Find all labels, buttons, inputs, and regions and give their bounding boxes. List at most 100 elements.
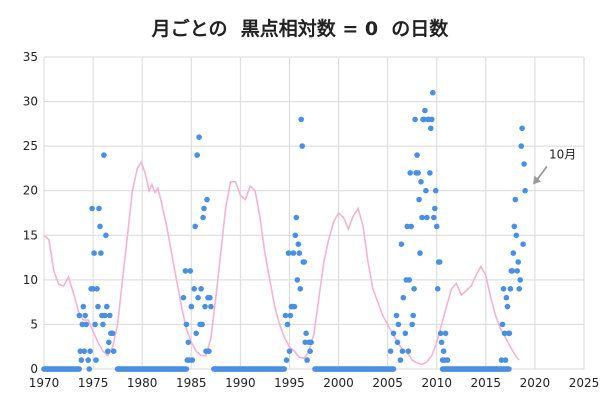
data-point [303,330,309,337]
data-point [79,321,86,328]
data-point [512,196,519,203]
data-point [80,303,87,310]
data-point [399,348,406,355]
data-point [502,357,509,363]
data-point [514,268,520,274]
data-point [520,241,526,247]
data-point [77,348,84,355]
data-point [417,250,423,256]
chart-title: 月ごとの 黒点相対数 = 0 の日数 [151,18,449,40]
data-point [433,223,440,230]
data-point [400,294,407,301]
data-point [302,339,309,346]
y-tick-label: 30 [23,95,38,109]
data-point [199,321,205,328]
data-point [438,339,445,346]
data-point [421,116,427,123]
data-point [432,205,438,212]
data-point [415,170,421,176]
data-point [206,348,212,355]
data-point [390,366,397,372]
data-point [105,348,111,355]
data-point [201,205,207,212]
data-point [194,152,200,158]
data-point [521,161,527,167]
x-tick-label: 2020 [520,376,551,390]
data-point [98,250,104,256]
data-point [104,303,110,310]
data-point [95,303,101,310]
y-tick-label: 10 [23,273,38,287]
data-point [207,294,213,301]
data-point [437,330,444,337]
data-point [405,348,412,355]
data-point [503,294,510,301]
y-tick-label: 5 [30,317,38,331]
data-point [81,348,88,355]
data-point [100,321,106,328]
data-point [94,286,100,292]
data-point [515,259,521,265]
data-point [406,277,413,283]
data-point [106,339,112,346]
data-point [408,223,415,230]
data-point [422,107,428,114]
data-point [393,312,400,319]
data-point [187,268,194,274]
data-point [434,286,441,292]
data-point [89,205,95,212]
x-tick-label: 1995 [274,376,305,390]
data-point [511,223,518,230]
data-point [185,339,192,346]
data-point [301,259,308,265]
data-point [500,286,507,292]
data-point [183,321,190,328]
data-point [282,312,289,319]
data-point [110,348,117,355]
data-point [510,250,517,256]
data-point [506,366,512,372]
data-point [522,187,528,194]
data-point [416,196,422,203]
data-point [501,330,508,337]
data-point [291,303,298,310]
data-point [82,312,88,319]
data-point [284,321,291,328]
data-point [431,214,437,221]
data-point [182,268,189,274]
data-point [102,312,108,319]
data-point [296,250,303,256]
data-point [96,205,102,212]
data-point [76,366,82,372]
y-tick-label: 0 [30,362,38,376]
data-point [192,223,198,230]
data-point [297,286,304,292]
x-tick-label: 1985 [176,376,207,390]
x-tick-label: 2015 [471,376,502,390]
data-point [398,241,405,247]
data-point [202,303,208,310]
data-point [103,232,109,239]
data-point [390,330,397,337]
data-point [90,286,96,292]
data-point [76,312,83,319]
data-point [183,366,190,372]
data-point [191,286,197,292]
data-point [517,277,523,283]
data-point [436,259,443,265]
x-tick-label: 2000 [323,376,354,390]
x-tick-label: 1980 [127,376,158,390]
data-point [196,134,202,140]
data-point [93,357,99,363]
data-point [299,143,306,149]
y-tick-label: 20 [23,184,38,198]
data-point [411,286,417,292]
data-point [304,357,310,363]
data-point [442,330,449,337]
data-point [410,312,417,319]
data-point [418,179,424,185]
x-tick-label: 1975 [78,376,109,390]
data-point [404,223,411,230]
data-point [308,339,314,346]
data-point [409,321,416,328]
